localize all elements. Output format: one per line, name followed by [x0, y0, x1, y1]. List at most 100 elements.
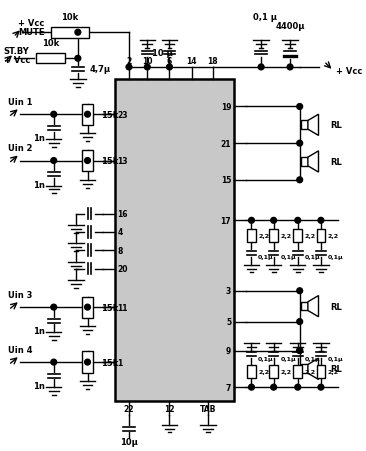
Bar [301, 302, 308, 311]
Text: 22: 22 [124, 404, 134, 413]
Text: Uin 4: Uin 4 [8, 345, 33, 354]
Polygon shape [308, 359, 318, 380]
Text: 15k: 15k [101, 156, 118, 166]
Text: 0,1μ: 0,1μ [258, 255, 274, 260]
Text: ST.BY: ST.BY [4, 46, 29, 55]
Circle shape [85, 158, 90, 164]
Bar [82, 104, 93, 125]
Circle shape [297, 348, 303, 354]
Text: 4400μ: 4400μ [276, 22, 305, 31]
Text: Uin 1: Uin 1 [8, 97, 33, 106]
Text: 15: 15 [221, 176, 231, 185]
Text: 0,1μ: 0,1μ [305, 356, 320, 361]
Text: RL: RL [330, 157, 342, 166]
Text: 14: 14 [186, 57, 197, 66]
Text: 1n: 1n [33, 180, 45, 189]
Text: 21: 21 [221, 139, 231, 148]
Circle shape [126, 65, 132, 71]
Bar [294, 365, 302, 379]
Text: 13: 13 [117, 156, 128, 166]
Bar [301, 365, 308, 373]
Text: 15k: 15k [101, 303, 118, 312]
Text: 3: 3 [226, 286, 231, 295]
Text: 1n: 1n [33, 382, 45, 391]
Text: 0,1 μ: 0,1 μ [253, 13, 277, 22]
Text: RL: RL [330, 121, 342, 130]
Text: 2,2: 2,2 [280, 234, 292, 239]
Bar [82, 151, 93, 172]
Text: 15k: 15k [101, 110, 118, 120]
Text: + Vcc: + Vcc [4, 56, 30, 65]
Circle shape [318, 384, 324, 390]
Circle shape [51, 304, 57, 310]
Circle shape [271, 384, 277, 390]
Text: 0,1μ: 0,1μ [328, 255, 343, 260]
Text: 1n: 1n [33, 327, 45, 336]
Text: 0,1μ: 0,1μ [258, 356, 274, 361]
Text: MUTE: MUTE [18, 28, 45, 37]
Circle shape [145, 65, 150, 71]
Circle shape [271, 218, 277, 224]
Text: 10: 10 [142, 57, 153, 66]
Text: 16: 16 [117, 210, 128, 219]
Bar [301, 158, 308, 166]
Bar [36, 54, 65, 64]
Circle shape [295, 384, 300, 390]
Text: 2,2: 2,2 [328, 234, 339, 239]
Text: Uin 3: Uin 3 [8, 290, 33, 299]
Bar [82, 297, 93, 318]
Bar [317, 230, 325, 243]
Text: 10μ: 10μ [120, 437, 138, 446]
Circle shape [85, 359, 90, 365]
Text: 4: 4 [117, 228, 123, 237]
Circle shape [297, 319, 303, 325]
Bar [247, 365, 256, 379]
Polygon shape [308, 152, 318, 173]
Circle shape [297, 141, 303, 147]
Text: 10k: 10k [42, 39, 59, 48]
Text: 9: 9 [226, 346, 231, 355]
Text: 7: 7 [226, 383, 231, 392]
Circle shape [75, 30, 81, 36]
Circle shape [318, 218, 324, 224]
Text: 2,2: 2,2 [305, 369, 315, 374]
Text: 11: 11 [117, 303, 128, 312]
Polygon shape [308, 296, 318, 317]
Text: 1n: 1n [33, 134, 45, 143]
Circle shape [295, 218, 300, 224]
Text: 18: 18 [208, 57, 218, 66]
Bar [82, 352, 93, 373]
Circle shape [297, 288, 303, 294]
Text: 0,1μ: 0,1μ [328, 356, 343, 361]
Bar [115, 79, 234, 401]
Text: 19: 19 [221, 103, 231, 112]
Text: 0,1μ: 0,1μ [280, 356, 296, 361]
Polygon shape [308, 115, 318, 136]
Text: 10k: 10k [61, 13, 79, 22]
Circle shape [249, 218, 254, 224]
Text: 2,2: 2,2 [305, 234, 315, 239]
Text: 17: 17 [221, 216, 231, 226]
Text: 2,2: 2,2 [258, 234, 269, 239]
Circle shape [51, 158, 57, 164]
Circle shape [167, 65, 172, 71]
Text: 0,1μ: 0,1μ [280, 255, 296, 260]
Text: 2,2: 2,2 [280, 369, 292, 374]
Circle shape [297, 348, 303, 354]
Circle shape [85, 304, 90, 310]
Bar [317, 365, 325, 379]
Text: Uin 2: Uin 2 [8, 144, 33, 153]
Circle shape [249, 384, 254, 390]
Text: + Vcc: + Vcc [336, 67, 363, 76]
Text: 4,7μ: 4,7μ [89, 65, 111, 74]
Circle shape [297, 104, 303, 110]
Text: 12: 12 [164, 404, 175, 413]
Text: 20: 20 [117, 264, 128, 273]
Bar [294, 230, 302, 243]
Text: 1: 1 [117, 358, 123, 367]
Circle shape [297, 178, 303, 183]
Text: + Vcc: + Vcc [18, 19, 44, 28]
Circle shape [287, 65, 293, 71]
Text: 2: 2 [126, 57, 132, 66]
Bar [247, 230, 256, 243]
